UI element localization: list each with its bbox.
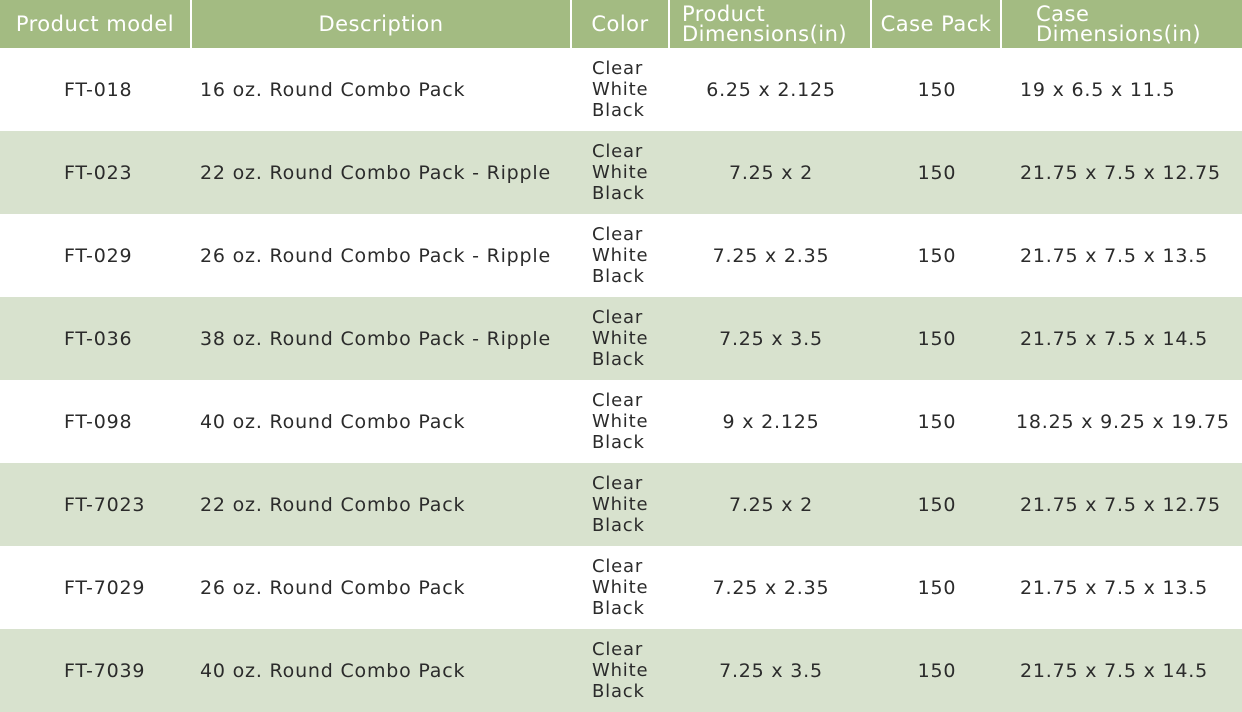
cell-product-model: FT-098 <box>64 410 133 433</box>
color-option: White <box>592 660 649 681</box>
cell-product-dimensions: 7.25 x 3.5 <box>719 327 823 350</box>
table-row: FT-098 40 oz. Round Combo Pack Clear Whi… <box>0 380 1242 463</box>
color-option: Clear <box>592 473 644 494</box>
color-option: White <box>592 411 649 432</box>
cell-description: 16 oz. Round Combo Pack <box>200 78 466 101</box>
cell-color: Clear White Black <box>592 214 648 297</box>
cell-description: 38 oz. Round Combo Pack - Ripple <box>200 327 551 350</box>
cell-color: Clear White Black <box>592 463 648 546</box>
color-option: Black <box>592 183 645 204</box>
cell-case-pack: 150 <box>917 576 957 599</box>
cell-case-pack: 150 <box>917 410 957 433</box>
cell-color: Clear White Black <box>592 131 648 214</box>
table-row: FT-036 38 oz. Round Combo Pack - Ripple … <box>0 297 1242 380</box>
cell-product-dimensions: 7.25 x 3.5 <box>719 659 823 682</box>
header-divider <box>190 0 192 48</box>
color-option: Clear <box>592 307 644 328</box>
header-product-dimensions-line2: Dimensions(in) <box>682 22 848 46</box>
cell-case-dimensions: 21.75 x 7.5 x 13.5 <box>1020 576 1208 599</box>
cell-case-dimensions: 18.25 x 9.25 x 19.75 <box>1016 410 1230 433</box>
color-option: White <box>592 162 649 183</box>
color-option: White <box>592 494 649 515</box>
header-case-dimensions: Case Dimensions(in) <box>1036 0 1236 48</box>
color-option: Clear <box>592 224 644 245</box>
cell-color: Clear White Black <box>592 380 648 463</box>
color-option: Black <box>592 100 645 121</box>
color-option: Clear <box>592 141 644 162</box>
color-option: White <box>592 245 649 266</box>
cell-product-model: FT-7023 <box>64 493 146 516</box>
cell-product-model: FT-029 <box>64 244 133 267</box>
color-option: Black <box>592 266 645 287</box>
cell-product-model: FT-018 <box>64 78 133 101</box>
cell-case-dimensions: 21.75 x 7.5 x 13.5 <box>1020 244 1208 267</box>
color-option: White <box>592 79 649 100</box>
header-description: Description <box>318 12 444 36</box>
cell-case-dimensions: 19 x 6.5 x 11.5 <box>1020 78 1176 101</box>
cell-case-dimensions: 21.75 x 7.5 x 14.5 <box>1020 659 1208 682</box>
cell-description: 40 oz. Round Combo Pack <box>200 410 466 433</box>
header-color: Color <box>591 12 649 36</box>
cell-case-pack: 150 <box>917 244 957 267</box>
color-option: White <box>592 577 649 598</box>
cell-color: Clear White Black <box>592 629 648 712</box>
cell-case-dimensions: 21.75 x 7.5 x 12.75 <box>1020 493 1221 516</box>
cell-description: 22 oz. Round Combo Pack - Ripple <box>200 161 551 184</box>
color-option: Black <box>592 349 645 370</box>
table-row: FT-7023 22 oz. Round Combo Pack Clear Wh… <box>0 463 1242 546</box>
color-option: Clear <box>592 639 644 660</box>
cell-case-pack: 150 <box>917 161 957 184</box>
header-case-pack: Case Pack <box>880 12 992 36</box>
cell-product-model: FT-023 <box>64 161 133 184</box>
cell-case-dimensions: 21.75 x 7.5 x 12.75 <box>1020 161 1221 184</box>
table-row: FT-018 16 oz. Round Combo Pack Clear Whi… <box>0 48 1242 131</box>
cell-case-pack: 150 <box>917 327 957 350</box>
color-option: Clear <box>592 390 644 411</box>
color-option: Black <box>592 681 645 702</box>
cell-case-pack: 150 <box>917 493 957 516</box>
cell-product-dimensions: 7.25 x 2 <box>728 161 814 184</box>
color-option: White <box>592 328 649 349</box>
cell-description: 26 oz. Round Combo Pack - Ripple <box>200 244 551 267</box>
table-row: FT-7039 40 oz. Round Combo Pack Clear Wh… <box>0 629 1242 712</box>
table-header: Product model Description Color Product … <box>0 0 1242 48</box>
cell-case-pack: 150 <box>917 659 957 682</box>
header-divider <box>570 0 572 48</box>
header-product-dimensions: Product Dimensions(in) <box>682 0 868 48</box>
cell-color: Clear White Black <box>592 546 648 629</box>
cell-product-dimensions: 7.25 x 2.35 <box>712 244 830 267</box>
color-option: Clear <box>592 556 644 577</box>
cell-product-dimensions: 6.25 x 2.125 <box>706 78 836 101</box>
cell-case-pack: 150 <box>917 78 957 101</box>
table-row: FT-029 26 oz. Round Combo Pack - Ripple … <box>0 214 1242 297</box>
cell-color: Clear White Black <box>592 297 648 380</box>
cell-product-dimensions: 7.25 x 2.35 <box>712 576 830 599</box>
cell-description: 26 oz. Round Combo Pack <box>200 576 466 599</box>
cell-case-dimensions: 21.75 x 7.5 x 14.5 <box>1020 327 1208 350</box>
cell-product-model: FT-036 <box>64 327 133 350</box>
cell-product-dimensions: 9 x 2.125 <box>722 410 820 433</box>
table-row: FT-023 22 oz. Round Combo Pack - Ripple … <box>0 131 1242 214</box>
header-divider <box>668 0 670 48</box>
header-product-model: Product model <box>15 12 175 36</box>
cell-description: 22 oz. Round Combo Pack <box>200 493 466 516</box>
cell-description: 40 oz. Round Combo Pack <box>200 659 466 682</box>
header-product-dimensions-line1: Product <box>682 2 766 26</box>
header-divider <box>870 0 872 48</box>
header-case-dimensions-line1: Case <box>1036 2 1090 26</box>
cell-product-model: FT-7039 <box>64 659 146 682</box>
header-divider <box>1000 0 1002 48</box>
color-option: Clear <box>592 58 644 79</box>
color-option: Black <box>592 598 645 619</box>
color-option: Black <box>592 515 645 536</box>
cell-product-dimensions: 7.25 x 2 <box>728 493 814 516</box>
cell-color: Clear White Black <box>592 48 648 131</box>
color-option: Black <box>592 432 645 453</box>
cell-product-model: FT-7029 <box>64 576 146 599</box>
table-row: FT-7029 26 oz. Round Combo Pack Clear Wh… <box>0 546 1242 629</box>
header-case-dimensions-line2: Dimensions(in) <box>1036 22 1202 46</box>
